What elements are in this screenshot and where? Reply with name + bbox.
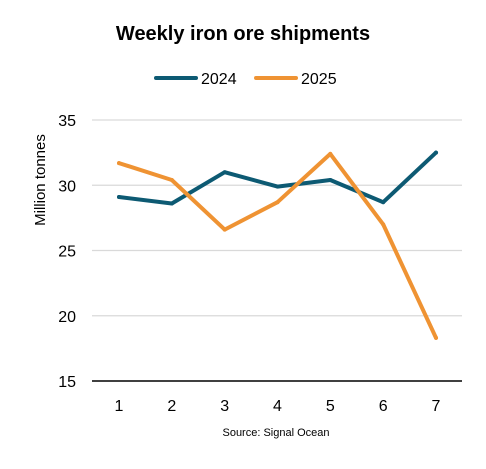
data-point-2024 [381,200,386,205]
data-point-2025 [381,222,386,227]
gridlines [92,119,462,382]
data-point-2024 [275,184,280,189]
data-point-2024 [434,150,438,155]
y-tick-label: 25 [58,244,76,261]
data-point-2024 [222,170,227,175]
y-tick-label: 20 [58,309,76,326]
source-note: Source: Signal Ocean [222,427,329,439]
y-tick-label: 30 [58,178,76,195]
data-point-2025 [434,335,438,340]
x-tick-label: 4 [273,398,282,415]
data-point-2025 [169,178,174,183]
legend-label-2025: 2025 [301,71,337,88]
series-line-2025 [117,151,438,340]
x-tick-label: 6 [379,398,388,415]
data-point-2024 [117,194,121,199]
legend-label-2024: 2024 [201,71,237,88]
y-tick-label: 35 [58,113,76,130]
legend: 2024 2025 [154,71,337,88]
data-point-2025 [275,200,280,205]
x-tick-label: 7 [432,398,441,415]
data-point-2024 [169,201,174,206]
data-point-2025 [222,227,227,232]
data-point-2024 [328,178,333,183]
x-tick-label: 3 [220,398,229,415]
chart-title: Weekly iron ore shipments [116,23,370,45]
x-tick-label: 5 [326,398,335,415]
y-axis-label: Million tonnes [32,134,49,226]
data-point-2025 [328,151,333,156]
y-tick-label: 15 [58,374,76,391]
x-tick-label: 1 [115,398,124,415]
x-tick-label: 2 [167,398,176,415]
data-point-2025 [117,161,121,166]
y-axis-ticks: 15 20 25 30 35 [58,113,76,391]
series-lines [117,150,438,340]
x-axis-ticks: 1 2 3 4 5 6 7 [115,398,441,415]
